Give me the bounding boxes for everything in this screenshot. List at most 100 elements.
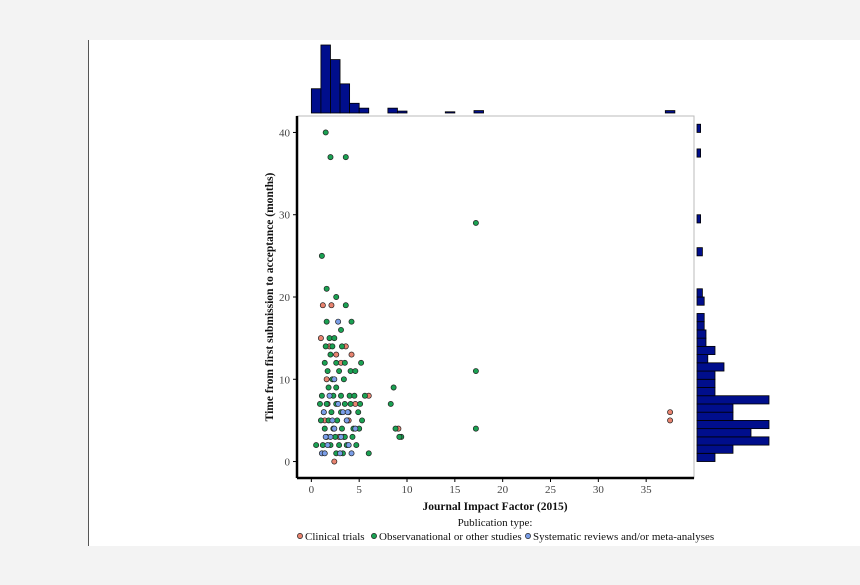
point-observanational xyxy=(322,129,329,136)
point-observanational xyxy=(313,442,320,449)
x-axis-label: Journal Impact Factor (2015) xyxy=(422,501,567,513)
right-histogram-bar xyxy=(696,444,734,454)
point-systematic xyxy=(322,433,329,440)
x-tick-label: 20 xyxy=(497,484,509,496)
point-systematic xyxy=(326,392,333,399)
point-observanational xyxy=(321,425,328,432)
plot-area xyxy=(296,115,695,479)
point-observanational xyxy=(322,343,329,350)
point-observanational xyxy=(333,359,340,366)
top-histogram-bar xyxy=(444,111,456,114)
point-observanational xyxy=(396,433,403,440)
point-observanational xyxy=(342,302,349,309)
point-observanational xyxy=(331,335,338,342)
point-observanational xyxy=(317,401,323,407)
point-observanational xyxy=(341,401,348,407)
axes: 0 5 10 15 20 25 30 35 0 10 20 30 40 xyxy=(279,116,694,496)
legend-item-systematic-reviews: Systematic reviews and/or meta-analyses xyxy=(533,531,714,543)
point-observanational xyxy=(355,409,362,416)
legend-item-clinical-trials: Clinical trials xyxy=(305,531,365,543)
legend-title: Publication type: xyxy=(458,517,533,529)
point-observanational xyxy=(339,425,345,432)
y-tick-label: 40 xyxy=(279,127,291,139)
right-histogram-bar xyxy=(696,378,716,388)
x-tick-label: 25 xyxy=(545,484,557,496)
right-histogram-bar xyxy=(696,148,701,158)
point-observanational xyxy=(328,409,335,416)
right-histogram-bar xyxy=(696,247,703,257)
point-systematic xyxy=(329,417,336,424)
right-histogram-bar xyxy=(696,214,701,224)
right-histogram-bar xyxy=(696,362,725,372)
left-divider-line xyxy=(88,40,89,546)
point-observanational xyxy=(341,359,348,366)
point-observanational xyxy=(332,433,339,440)
point-observanational xyxy=(353,442,360,449)
point-systematic xyxy=(327,433,334,440)
right-histogram-bar xyxy=(696,403,734,413)
x-tick-label: 30 xyxy=(593,484,605,496)
point-systematic xyxy=(331,376,338,383)
x-tick-label: 35 xyxy=(641,484,653,496)
point-observanational xyxy=(472,220,479,226)
point-systematic xyxy=(348,450,355,457)
right-histogram-bar xyxy=(696,288,703,298)
right-histogram-bar xyxy=(696,329,707,339)
point-observanational xyxy=(318,392,325,399)
point-observanational xyxy=(338,392,344,399)
point-systematic xyxy=(335,318,342,325)
right-histogram-bar xyxy=(696,296,705,306)
point-observanational xyxy=(340,376,347,383)
point-observanational xyxy=(323,285,330,292)
right-histogram-bar xyxy=(696,321,705,331)
point-observanational xyxy=(472,425,479,432)
right-histogram-bar xyxy=(696,387,716,397)
point-observanational xyxy=(326,335,333,342)
right-histogram-bar xyxy=(696,411,734,421)
point-observanational xyxy=(334,417,341,424)
point-observanational xyxy=(346,392,353,399)
point-systematic xyxy=(352,425,359,432)
point-observanational xyxy=(359,417,366,424)
point-observanational xyxy=(319,442,326,449)
x-tick-label: 10 xyxy=(402,484,414,496)
legend-swatch-systematic-reviews xyxy=(525,533,531,539)
right-histogram-bar xyxy=(696,370,716,380)
point-observanational xyxy=(339,343,345,350)
top-histogram-bar xyxy=(339,83,351,114)
point-observanational xyxy=(347,401,354,407)
point-observanational xyxy=(327,154,334,161)
top-marginal-histogram xyxy=(310,44,676,114)
right-histogram-bar xyxy=(696,420,770,430)
top-histogram-bar xyxy=(358,107,370,114)
point-clinical xyxy=(348,351,355,358)
point-observanational xyxy=(347,368,354,374)
point-observanational xyxy=(327,351,334,358)
top-histogram-bar xyxy=(387,107,398,114)
point-clinical xyxy=(667,417,674,424)
point-observanational xyxy=(342,154,349,161)
y-tick-label: 0 xyxy=(285,457,291,469)
point-systematic xyxy=(344,409,351,416)
point-systematic xyxy=(320,409,327,416)
point-observanational xyxy=(338,326,344,333)
point-clinical xyxy=(317,335,324,342)
point-systematic xyxy=(324,442,331,449)
point-observanational xyxy=(336,368,343,374)
point-clinical xyxy=(333,351,340,358)
point-systematic xyxy=(339,409,346,416)
x-tick-label: 15 xyxy=(449,484,461,496)
point-observanational xyxy=(472,368,479,374)
point-observanational xyxy=(324,368,331,374)
point-observanational xyxy=(318,252,325,259)
legend-swatch-clinical-trials xyxy=(297,533,303,539)
y-tick-label: 30 xyxy=(279,210,291,222)
right-histogram-bar xyxy=(696,436,770,446)
point-clinical xyxy=(328,302,335,309)
top-histogram-bar xyxy=(330,59,341,114)
right-histogram-bar xyxy=(696,337,707,347)
point-observanational xyxy=(387,401,394,407)
point-observanational xyxy=(349,433,356,440)
point-observanational xyxy=(333,384,340,391)
